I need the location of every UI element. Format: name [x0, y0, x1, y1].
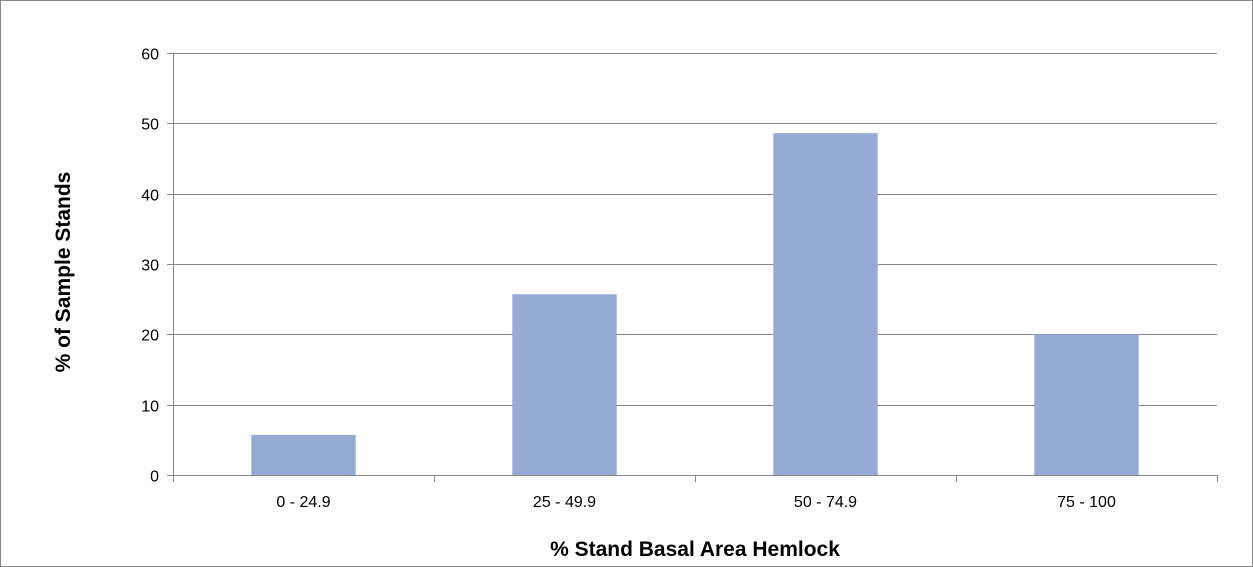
- y-tick-label-1: 10: [141, 399, 159, 416]
- axes: [167, 53, 1218, 482]
- bar-3: [1034, 334, 1139, 475]
- bar-1: [512, 294, 617, 475]
- y-tick-label-6: 60: [141, 47, 159, 64]
- x-tick-label-1: 25 - 49.9: [533, 494, 596, 511]
- bars: [251, 133, 1139, 475]
- x-tick-labels: 0 - 24.9 25 - 49.9 50 - 74.9 75 - 100: [276, 494, 1116, 511]
- y-tick-labels: 0 10 20 30 40 50 60: [141, 47, 159, 486]
- x-tick-label-2: 50 - 74.9: [794, 494, 857, 511]
- x-tick-label-0: 0 - 24.9: [276, 494, 330, 511]
- x-axis-title: % Stand Basal Area Hemlock: [550, 538, 840, 561]
- y-tick-label-3: 30: [141, 258, 159, 275]
- y-tick-label-0: 0: [150, 469, 159, 486]
- bar-0: [251, 434, 356, 475]
- bar-2: [773, 133, 878, 475]
- y-tick-label-2: 20: [141, 328, 159, 345]
- y-tick-label-5: 50: [141, 117, 159, 134]
- y-axis-title: % of Sample Stands: [52, 172, 75, 373]
- y-tick-label-4: 40: [141, 188, 159, 205]
- x-tick-label-3: 75 - 100: [1057, 494, 1116, 511]
